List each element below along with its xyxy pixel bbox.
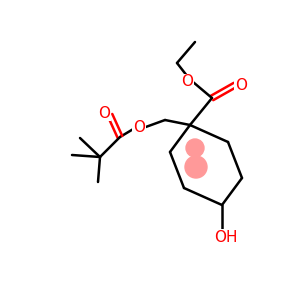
Circle shape bbox=[186, 139, 204, 157]
Text: O: O bbox=[181, 74, 193, 89]
Circle shape bbox=[185, 156, 207, 178]
Text: O: O bbox=[133, 121, 145, 136]
Text: OH: OH bbox=[214, 230, 238, 244]
Text: O: O bbox=[235, 77, 247, 92]
Text: O: O bbox=[98, 106, 110, 121]
